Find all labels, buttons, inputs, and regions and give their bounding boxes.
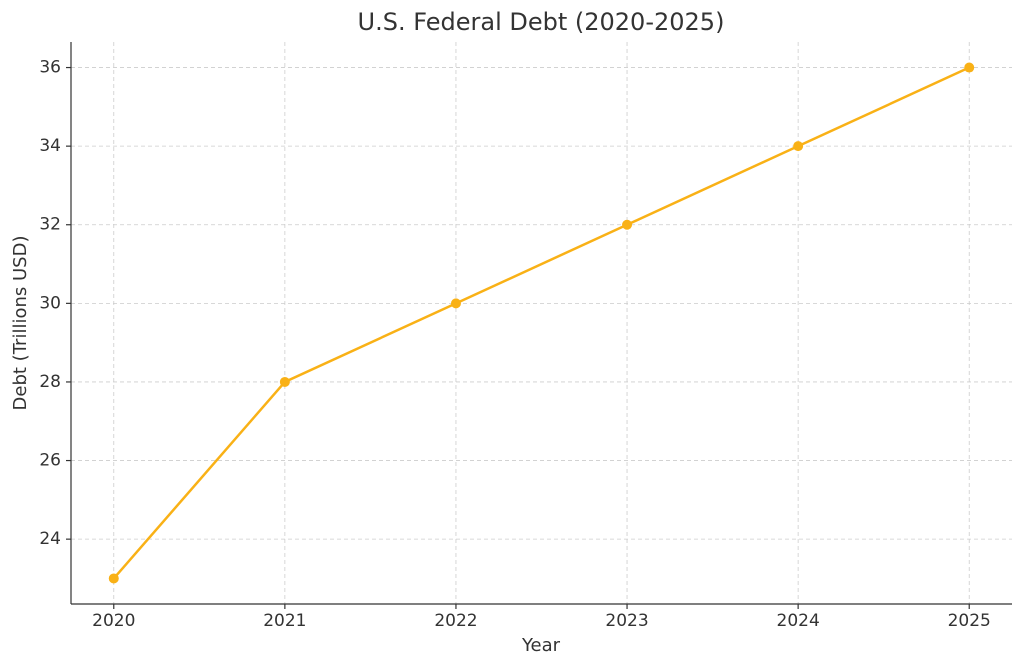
point xyxy=(964,62,975,73)
y-tick-label: 36 xyxy=(39,58,61,78)
x-tick-label: 2022 xyxy=(434,611,477,631)
x-tick-label: 2023 xyxy=(605,611,648,631)
y-tick-label: 30 xyxy=(39,293,61,313)
x-tick-label: 2020 xyxy=(92,611,135,631)
x-tick-label: 2024 xyxy=(777,611,820,631)
x-tick-label: 2021 xyxy=(263,611,306,631)
point xyxy=(622,219,633,230)
point xyxy=(108,573,119,584)
point xyxy=(450,298,461,309)
line xyxy=(112,66,970,580)
y-axis-label: Debt (Trillions USD) xyxy=(10,236,31,411)
y-tick-label: 28 xyxy=(39,372,61,392)
y-tick-label: 24 xyxy=(39,529,61,549)
y-tick-label: 34 xyxy=(39,136,61,156)
point xyxy=(793,141,804,152)
x-tick-label: 2025 xyxy=(948,611,991,631)
chart-title: U.S. Federal Debt (2020-2025) xyxy=(358,8,725,36)
y-tick-label: 26 xyxy=(39,451,61,471)
point xyxy=(279,376,290,387)
y-tick-label: 32 xyxy=(39,215,61,235)
x-axis-label: Year xyxy=(521,635,561,656)
